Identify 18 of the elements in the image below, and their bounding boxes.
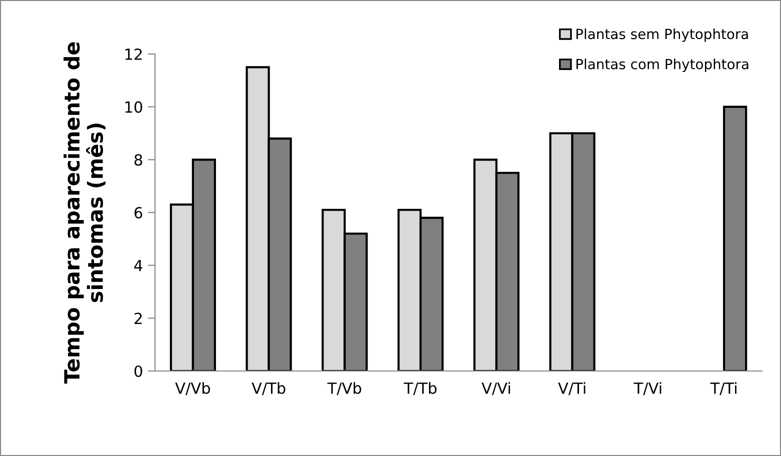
x-tick-label: V/Vi [482, 382, 510, 396]
y-tick-label: 2 [134, 312, 142, 324]
y-tick-label: 0 [134, 365, 142, 378]
y-tick-label: 10 [125, 101, 142, 113]
legend-label: Plantas com Phytophtora [576, 58, 748, 72]
y-tick-label: 8 [134, 154, 142, 166]
y-tick-label: 6 [134, 206, 142, 219]
x-tick-label: V/Tb [252, 382, 286, 396]
x-tick-label: T/Ti [710, 382, 736, 396]
x-tick-label: T/Tb [404, 382, 436, 396]
y-tick-label: 12 [125, 48, 142, 60]
x-tick-label: T/Vi [634, 382, 662, 396]
x-tick-label: V/Ti [558, 382, 586, 396]
legend-label: Plantas sem Phytophtora [576, 28, 748, 42]
y-axis-title: Tempo para aparecimento de sintomas (mês) [64, 42, 106, 384]
x-tick-label: V/Vb [175, 382, 210, 396]
y-tick-label: 4 [134, 260, 142, 272]
x-tick-label: T/Vb [327, 382, 362, 396]
